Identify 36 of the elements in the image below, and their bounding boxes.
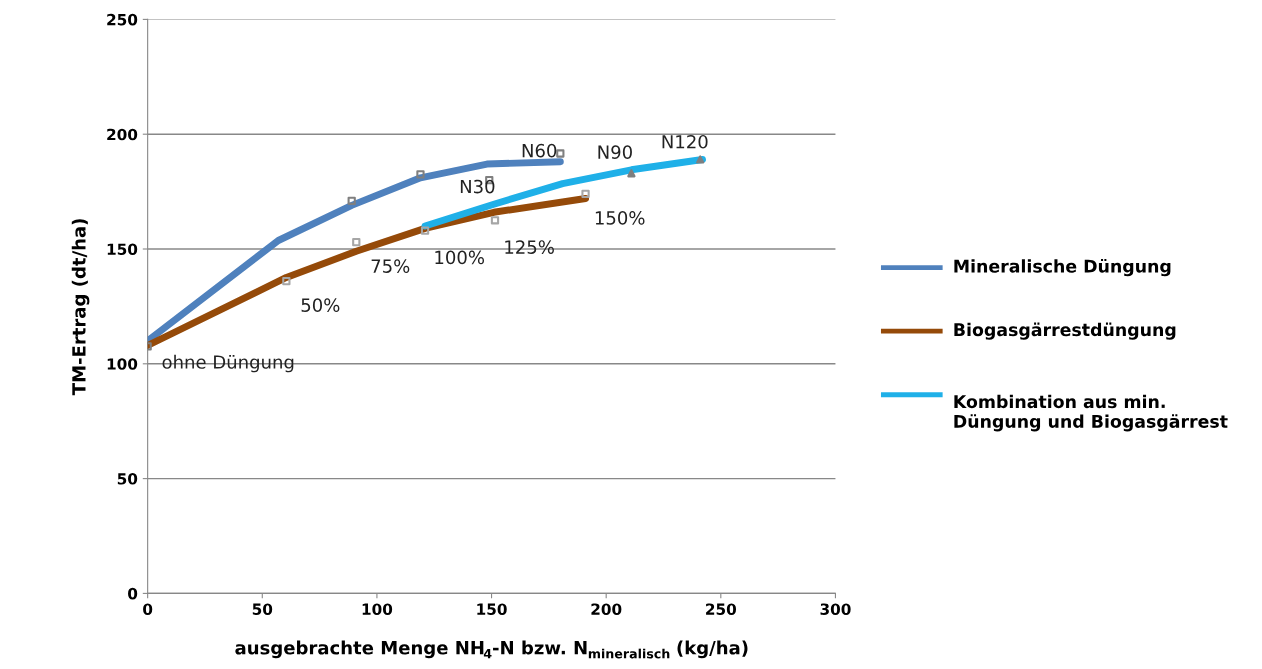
y-tick-label: 150 xyxy=(107,243,138,256)
y-tick-label: 200 xyxy=(107,128,138,141)
point xyxy=(627,169,636,178)
y-tick-label: 0 xyxy=(128,587,138,600)
legend-label: Kombination aus min. Düngung und Biogasgärrest xyxy=(954,394,1228,432)
y-tick-label: 50 xyxy=(117,473,138,485)
point xyxy=(696,155,705,164)
annotation: 125% xyxy=(505,240,554,254)
x-tick-label: 150 xyxy=(477,603,507,615)
annotation: N120 xyxy=(662,134,708,149)
legend-label: Biogasgärrestdüngung xyxy=(954,322,1176,340)
x-tick-label: 250 xyxy=(706,603,737,615)
legend-label: Mineralische Düngung xyxy=(954,259,1171,277)
point xyxy=(352,237,361,247)
point xyxy=(416,170,425,179)
x-tick-label: 50 xyxy=(252,603,273,615)
x-tick-label: 300 xyxy=(820,603,851,615)
point xyxy=(420,226,430,235)
annotation: N30 xyxy=(460,179,495,194)
x-tick-label: 100 xyxy=(362,603,393,615)
y-axis-title: TM-Ertrag (dt/ha) xyxy=(71,219,90,396)
annotation: 150% xyxy=(595,211,645,225)
x-tick-label: 200 xyxy=(591,603,622,615)
x-tick-label: 0 xyxy=(143,603,153,615)
point xyxy=(581,189,590,199)
annotation: ohne Düngung xyxy=(162,354,294,373)
annotation: 50% xyxy=(301,298,340,312)
point xyxy=(490,216,500,225)
point xyxy=(282,277,291,286)
annotation: 75% xyxy=(371,259,410,273)
y-tick-label: 250 xyxy=(107,13,138,26)
annotation: 100% xyxy=(435,250,485,265)
point xyxy=(347,196,356,205)
annotation: N90 xyxy=(598,145,632,159)
annotation: N60 xyxy=(522,143,557,158)
y-tick-label: 100 xyxy=(107,358,138,370)
